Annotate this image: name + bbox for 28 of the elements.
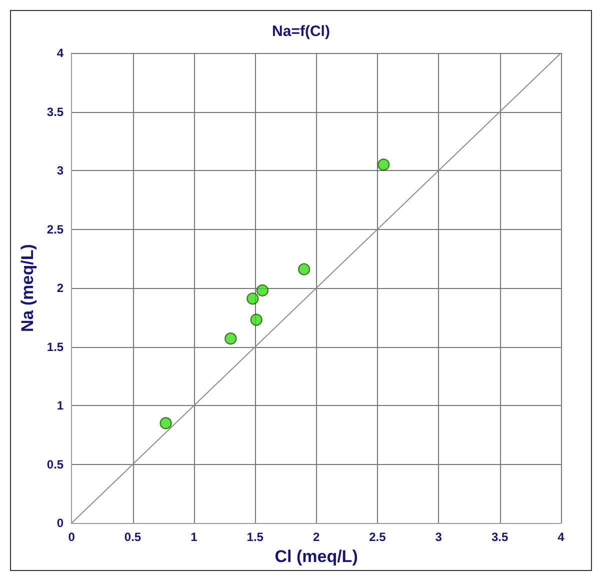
x-tick-label: 1.5 (246, 530, 264, 544)
x-tick-label: 2 (312, 530, 320, 544)
y-tick-label: 0 (56, 516, 64, 530)
x-tick-label: 0.5 (124, 530, 142, 544)
point (250, 314, 262, 326)
point (246, 292, 259, 305)
x-tick-label: 3 (435, 530, 442, 544)
point (224, 332, 237, 345)
x-tick-label: 4 (558, 530, 565, 544)
point (298, 263, 310, 276)
y-tick-label: 2.5 (46, 222, 64, 236)
y-tick-label: 3.5 (46, 104, 64, 119)
y-tick-label: 1.5 (46, 340, 64, 354)
x-axis-title: Cl (meq/L) (274, 547, 358, 566)
y-tick-label: 0.5 (46, 457, 64, 472)
y-tick-label: 4 (56, 46, 64, 60)
point (377, 158, 390, 171)
y-tick-label: 2 (56, 281, 64, 296)
x-tick-label: 2.5 (369, 530, 386, 544)
x-tick-label: 1 (190, 530, 198, 544)
x-tick-label: 3.5 (491, 530, 508, 544)
x-tick-label: 0 (68, 530, 76, 544)
chart-title: Na=f(Cl) (272, 23, 330, 40)
point (256, 284, 269, 296)
y-axis-title: Na (meq/L) (18, 244, 37, 332)
y-tick-label: 1 (56, 398, 64, 413)
point (160, 417, 172, 430)
y-tick-label: 3 (56, 164, 64, 178)
